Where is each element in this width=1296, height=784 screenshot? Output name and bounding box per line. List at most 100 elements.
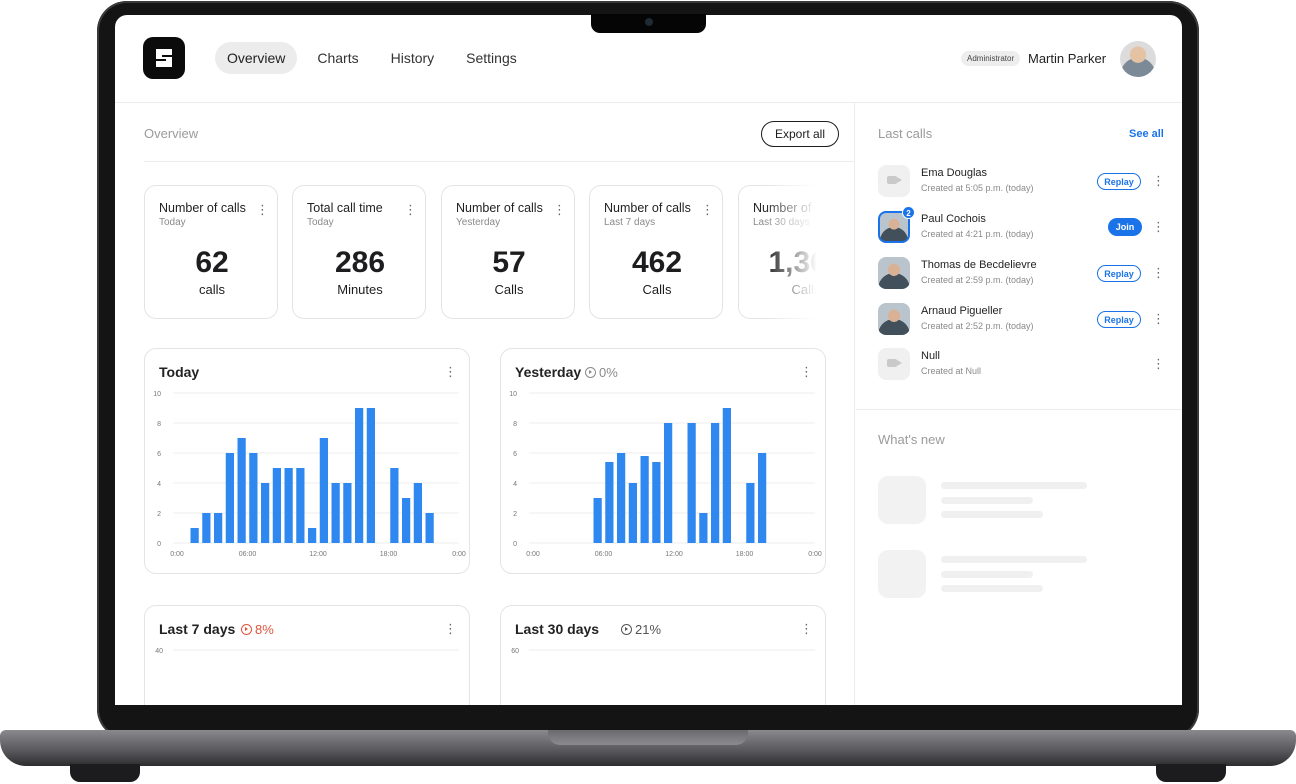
more-options-icon[interactable]: ⋮ — [553, 202, 566, 217]
role-badge: Administrator — [961, 51, 1021, 66]
chart-bar[interactable] — [249, 453, 258, 543]
chart-bar[interactable] — [605, 462, 614, 543]
chart-bar[interactable] — [272, 468, 281, 543]
chart-bar[interactable] — [699, 513, 708, 543]
call-item[interactable]: Arnaud Pigueller Created at 2:52 p.m. (t… — [878, 299, 1168, 339]
chart-bar[interactable] — [202, 513, 211, 543]
more-options-icon[interactable]: ⋮ — [1152, 173, 1165, 188]
call-item[interactable]: 2 Paul Cochois Created at 4:21 p.m. (tod… — [878, 206, 1168, 247]
stat-card-calls-yesterday[interactable]: Number of calls Yesterday ⋮ 57 Calls — [441, 185, 575, 319]
chart-bar[interactable] — [593, 498, 602, 543]
trend-indicator: 8% — [241, 622, 274, 637]
laptop-foot-left — [70, 764, 140, 782]
export-all-button[interactable]: Export all — [761, 121, 839, 147]
stat-card-calls-7-days[interactable]: Number of calls Last 7 days ⋮ 462 Calls — [589, 185, 723, 319]
call-avatar — [878, 165, 910, 197]
chart-bar[interactable] — [746, 483, 755, 543]
stat-card-call-time-today[interactable]: Total call time Today ⋮ 286 Minutes — [292, 185, 426, 319]
more-options-icon[interactable]: ⋮ — [444, 621, 457, 636]
chart-bar[interactable] — [343, 483, 352, 543]
call-item[interactable]: Thomas de Becdelievre Created at 2:59 p.… — [878, 253, 1168, 293]
trend-value: 8% — [255, 622, 274, 637]
nav-history[interactable]: History — [390, 50, 435, 66]
stat-value: 1,361 — [768, 246, 826, 279]
chart-bar[interactable] — [617, 453, 626, 543]
stat-card-calls-30-days[interactable]: Number of calls Last 30 days 1,361 Calls — [738, 185, 826, 319]
logo-mark-icon — [156, 49, 172, 67]
nav-settings[interactable]: Settings — [466, 50, 517, 66]
call-avatar — [878, 303, 910, 335]
chart-card-last-30-days: Last 30 days 21% ⋮ 4060 — [500, 605, 826, 705]
chart-bar[interactable] — [425, 513, 434, 543]
stat-value: 57 — [492, 246, 526, 279]
x-tick-label: 06:00 — [595, 551, 613, 558]
call-name: Ema Douglas — [921, 167, 988, 179]
chart-bar[interactable] — [402, 498, 411, 543]
call-item[interactable]: Ema Douglas Created at 5:05 p.m. (today)… — [878, 161, 1168, 201]
nav-overview[interactable]: Overview — [215, 42, 298, 74]
trend-down-icon — [241, 624, 252, 635]
trend-up-icon — [621, 624, 632, 635]
chart-bar[interactable] — [296, 468, 305, 543]
chart-bar[interactable] — [331, 483, 340, 543]
call-avatar — [878, 211, 910, 243]
call-item[interactable]: Null Created at Null ⋮ — [878, 344, 1168, 384]
replay-button[interactable]: Replay — [1097, 311, 1141, 328]
stat-value: 62 — [195, 246, 229, 279]
chart-bar[interactable] — [225, 453, 234, 543]
stat-unit: Calls — [791, 282, 821, 297]
more-options-icon[interactable]: ⋮ — [444, 364, 457, 379]
nav-charts[interactable]: Charts — [317, 50, 359, 66]
app-logo[interactable] — [143, 37, 185, 79]
more-options-icon[interactable]: ⋮ — [800, 621, 813, 636]
chart-title: Yesterday — [515, 364, 582, 380]
user-name[interactable]: Martin Parker — [1028, 51, 1107, 66]
replay-button[interactable]: Replay — [1097, 265, 1141, 282]
see-all-link[interactable]: See all — [1129, 128, 1164, 140]
more-options-icon[interactable]: ⋮ — [701, 202, 714, 217]
chart-bar[interactable] — [284, 468, 293, 543]
more-options-icon[interactable]: ⋮ — [800, 364, 813, 379]
more-options-icon[interactable]: ⋮ — [1152, 356, 1165, 371]
chart-bar[interactable] — [319, 438, 328, 543]
more-options-icon[interactable]: ⋮ — [1152, 265, 1165, 280]
overview-title: Overview — [144, 126, 199, 141]
join-button[interactable]: Join — [1108, 218, 1142, 236]
chart-bar[interactable] — [413, 483, 422, 543]
more-options-icon[interactable]: ⋮ — [256, 202, 269, 217]
more-options-icon[interactable]: ⋮ — [404, 202, 417, 217]
y-tick-label: 2 — [513, 511, 517, 518]
user-avatar[interactable] — [1120, 41, 1156, 77]
chart-bar[interactable] — [390, 468, 399, 543]
video-camera-icon — [887, 176, 902, 184]
chart-bar[interactable] — [640, 456, 649, 543]
chart-bar[interactable] — [190, 528, 199, 543]
side-divider — [856, 409, 1182, 410]
stat-title: Number of calls — [456, 201, 543, 215]
chart-bar[interactable] — [711, 423, 720, 543]
chart-bar[interactable] — [664, 423, 673, 543]
chart-bar[interactable] — [722, 408, 731, 543]
last-calls-panel: Last calls See all Ema Douglas Created a… — [856, 103, 1182, 705]
chart-bar[interactable] — [652, 462, 661, 543]
chart-title: Today — [159, 364, 200, 380]
camera-notch — [591, 14, 706, 33]
chart-bar[interactable] — [687, 423, 696, 543]
news-text-placeholder — [941, 482, 1087, 489]
replay-button[interactable]: Replay — [1097, 173, 1141, 190]
video-camera-icon — [887, 359, 902, 367]
chart-bar[interactable] — [628, 483, 637, 543]
chart-bar[interactable] — [355, 408, 364, 543]
more-options-icon[interactable]: ⋮ — [1152, 219, 1165, 234]
call-avatar — [878, 257, 910, 289]
stat-title: Number of calls — [753, 201, 826, 215]
chart-bar[interactable] — [308, 528, 317, 543]
stat-subtitle: Yesterday — [456, 217, 501, 228]
chart-bar[interactable] — [758, 453, 767, 543]
chart-bar[interactable] — [261, 483, 270, 543]
more-options-icon[interactable]: ⋮ — [1152, 311, 1165, 326]
chart-bar[interactable] — [237, 438, 246, 543]
chart-bar[interactable] — [214, 513, 223, 543]
chart-bar[interactable] — [366, 408, 375, 543]
stat-card-calls-today[interactable]: Number of calls Today ⋮ 62 calls — [144, 185, 278, 319]
